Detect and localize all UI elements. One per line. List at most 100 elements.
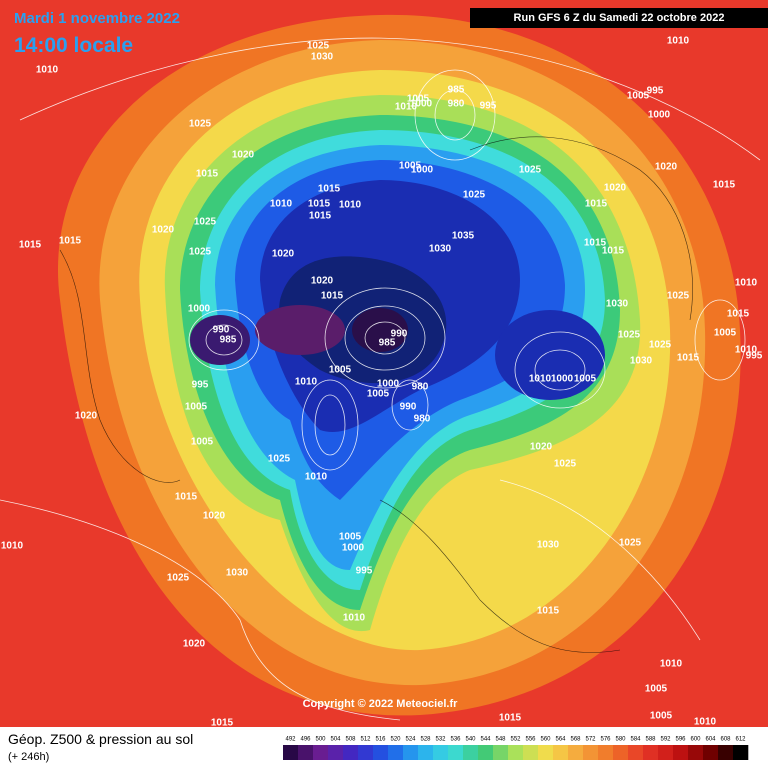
legend-level: 528	[420, 737, 431, 743]
legend-level: 512	[360, 737, 371, 743]
forecast-lead: (+ 246h)	[8, 751, 49, 763]
pressure-label: 1020	[152, 225, 175, 236]
pressure-label: 1010	[295, 377, 318, 388]
legend-level: 552	[510, 737, 521, 743]
legend-swatch	[403, 745, 419, 760]
z500-band	[255, 305, 345, 355]
z500-band	[352, 308, 408, 352]
pressure-label: 1010	[529, 374, 552, 385]
legend-swatch	[463, 745, 479, 760]
pressure-label: 980	[412, 382, 429, 393]
pressure-label: 1015	[318, 184, 341, 195]
pressure-label: 1010	[36, 65, 59, 76]
pressure-label: 1015	[727, 309, 750, 320]
color-legend: 492 496 500 504 508 512 516 520 524 528 532 536 540 5…	[283, 737, 749, 760]
legend-level: 524	[405, 737, 416, 743]
legend-level: 532	[435, 737, 446, 743]
pressure-label: 1000	[377, 379, 400, 390]
pressure-label: 1000	[188, 304, 211, 315]
legend-swatch	[283, 745, 299, 760]
pressure-label: 1005	[191, 437, 214, 448]
pressure-label: 1020	[311, 276, 334, 287]
legend-swatch	[718, 745, 734, 760]
pressure-label: 1015	[19, 240, 42, 251]
pressure-label: 1025	[554, 459, 577, 470]
legend-level: 600	[690, 737, 701, 743]
legend-swatch	[418, 745, 434, 760]
legend-level: 536	[450, 737, 461, 743]
pressure-label: 990	[213, 325, 230, 336]
pressure-label: 1005	[714, 328, 737, 339]
pressure-label: 980	[414, 414, 431, 425]
legend-swatch	[433, 745, 449, 760]
legend-swatch	[343, 745, 359, 760]
legend-level: 516	[375, 737, 386, 743]
legend-level: 508	[345, 737, 356, 743]
pressure-label: 1005	[329, 365, 352, 376]
pressure-label: 990	[391, 329, 408, 340]
pressure-label: 985	[220, 335, 237, 346]
legend-swatch	[568, 745, 584, 760]
z500-band	[190, 315, 250, 365]
legend-swatch	[493, 745, 509, 760]
pressure-label: 1010	[339, 200, 362, 211]
pressure-label: 1010	[735, 278, 758, 289]
legend-swatch	[508, 745, 524, 760]
legend-level: 496	[300, 737, 311, 743]
pressure-label: 1025	[667, 291, 690, 302]
pressure-label: 1015	[309, 211, 332, 222]
pressure-label: 1025	[618, 330, 641, 341]
pressure-label: 1030	[226, 568, 249, 579]
pressure-label: 1020	[604, 183, 627, 194]
legend-level: 500	[315, 737, 326, 743]
legend-level: 608	[720, 737, 731, 743]
pressure-label: 1005	[339, 532, 362, 543]
pressure-label: 1010	[395, 102, 418, 113]
pressure-label: 985	[379, 338, 396, 349]
pressure-label: 995	[192, 380, 209, 391]
legend-swatch	[628, 745, 644, 760]
pressure-label: 1035	[452, 231, 475, 242]
pressure-label: 1010	[270, 199, 293, 210]
pressure-label: 1000	[648, 110, 671, 121]
valid-time: 14:00 locale	[14, 34, 133, 57]
pressure-label: 1015	[602, 246, 625, 257]
pressure-label: 1005	[627, 91, 650, 102]
pressure-label: 1005	[367, 389, 390, 400]
pressure-label: 1025	[194, 217, 217, 228]
pressure-label: 1000	[342, 543, 365, 554]
pressure-label: 995	[480, 101, 497, 112]
run-info: Run GFS 6 Z du Samedi 22 octobre 2022	[514, 12, 725, 24]
pressure-label: 1010	[660, 659, 683, 670]
legend-swatch	[598, 745, 614, 760]
pressure-label: 990	[400, 402, 417, 413]
legend-level: 580	[615, 737, 626, 743]
pressure-label: 1010	[667, 36, 690, 47]
pressure-label: 1005	[407, 94, 430, 105]
pressure-label: 1015	[499, 713, 522, 724]
legend-swatch	[733, 745, 749, 760]
pressure-label: 1030	[537, 540, 560, 551]
z500-band	[495, 310, 605, 400]
pressure-label: 1025	[649, 340, 672, 351]
copyright: Copyright © 2022 Meteociel.fr	[303, 698, 459, 710]
pressure-label: 1010	[343, 613, 366, 624]
legend-level: 492	[285, 737, 296, 743]
legend-swatch	[688, 745, 704, 760]
legend-swatch	[448, 745, 464, 760]
pressure-label: 1025	[268, 454, 291, 465]
pressure-label: 1030	[630, 356, 653, 367]
legend-level: 568	[570, 737, 581, 743]
pressure-label: 1015	[308, 199, 331, 210]
legend-swatch	[388, 745, 404, 760]
legend-level: 604	[705, 737, 716, 743]
legend-level: 572	[585, 737, 596, 743]
pressure-label: 1015	[537, 606, 560, 617]
pressure-label: 1005	[650, 711, 673, 722]
pressure-label: 1020	[203, 511, 226, 522]
legend-swatch	[673, 745, 689, 760]
pressure-label: 1005	[574, 374, 597, 385]
pressure-label: 1030	[429, 244, 452, 255]
pressure-label: 1025	[189, 119, 212, 130]
